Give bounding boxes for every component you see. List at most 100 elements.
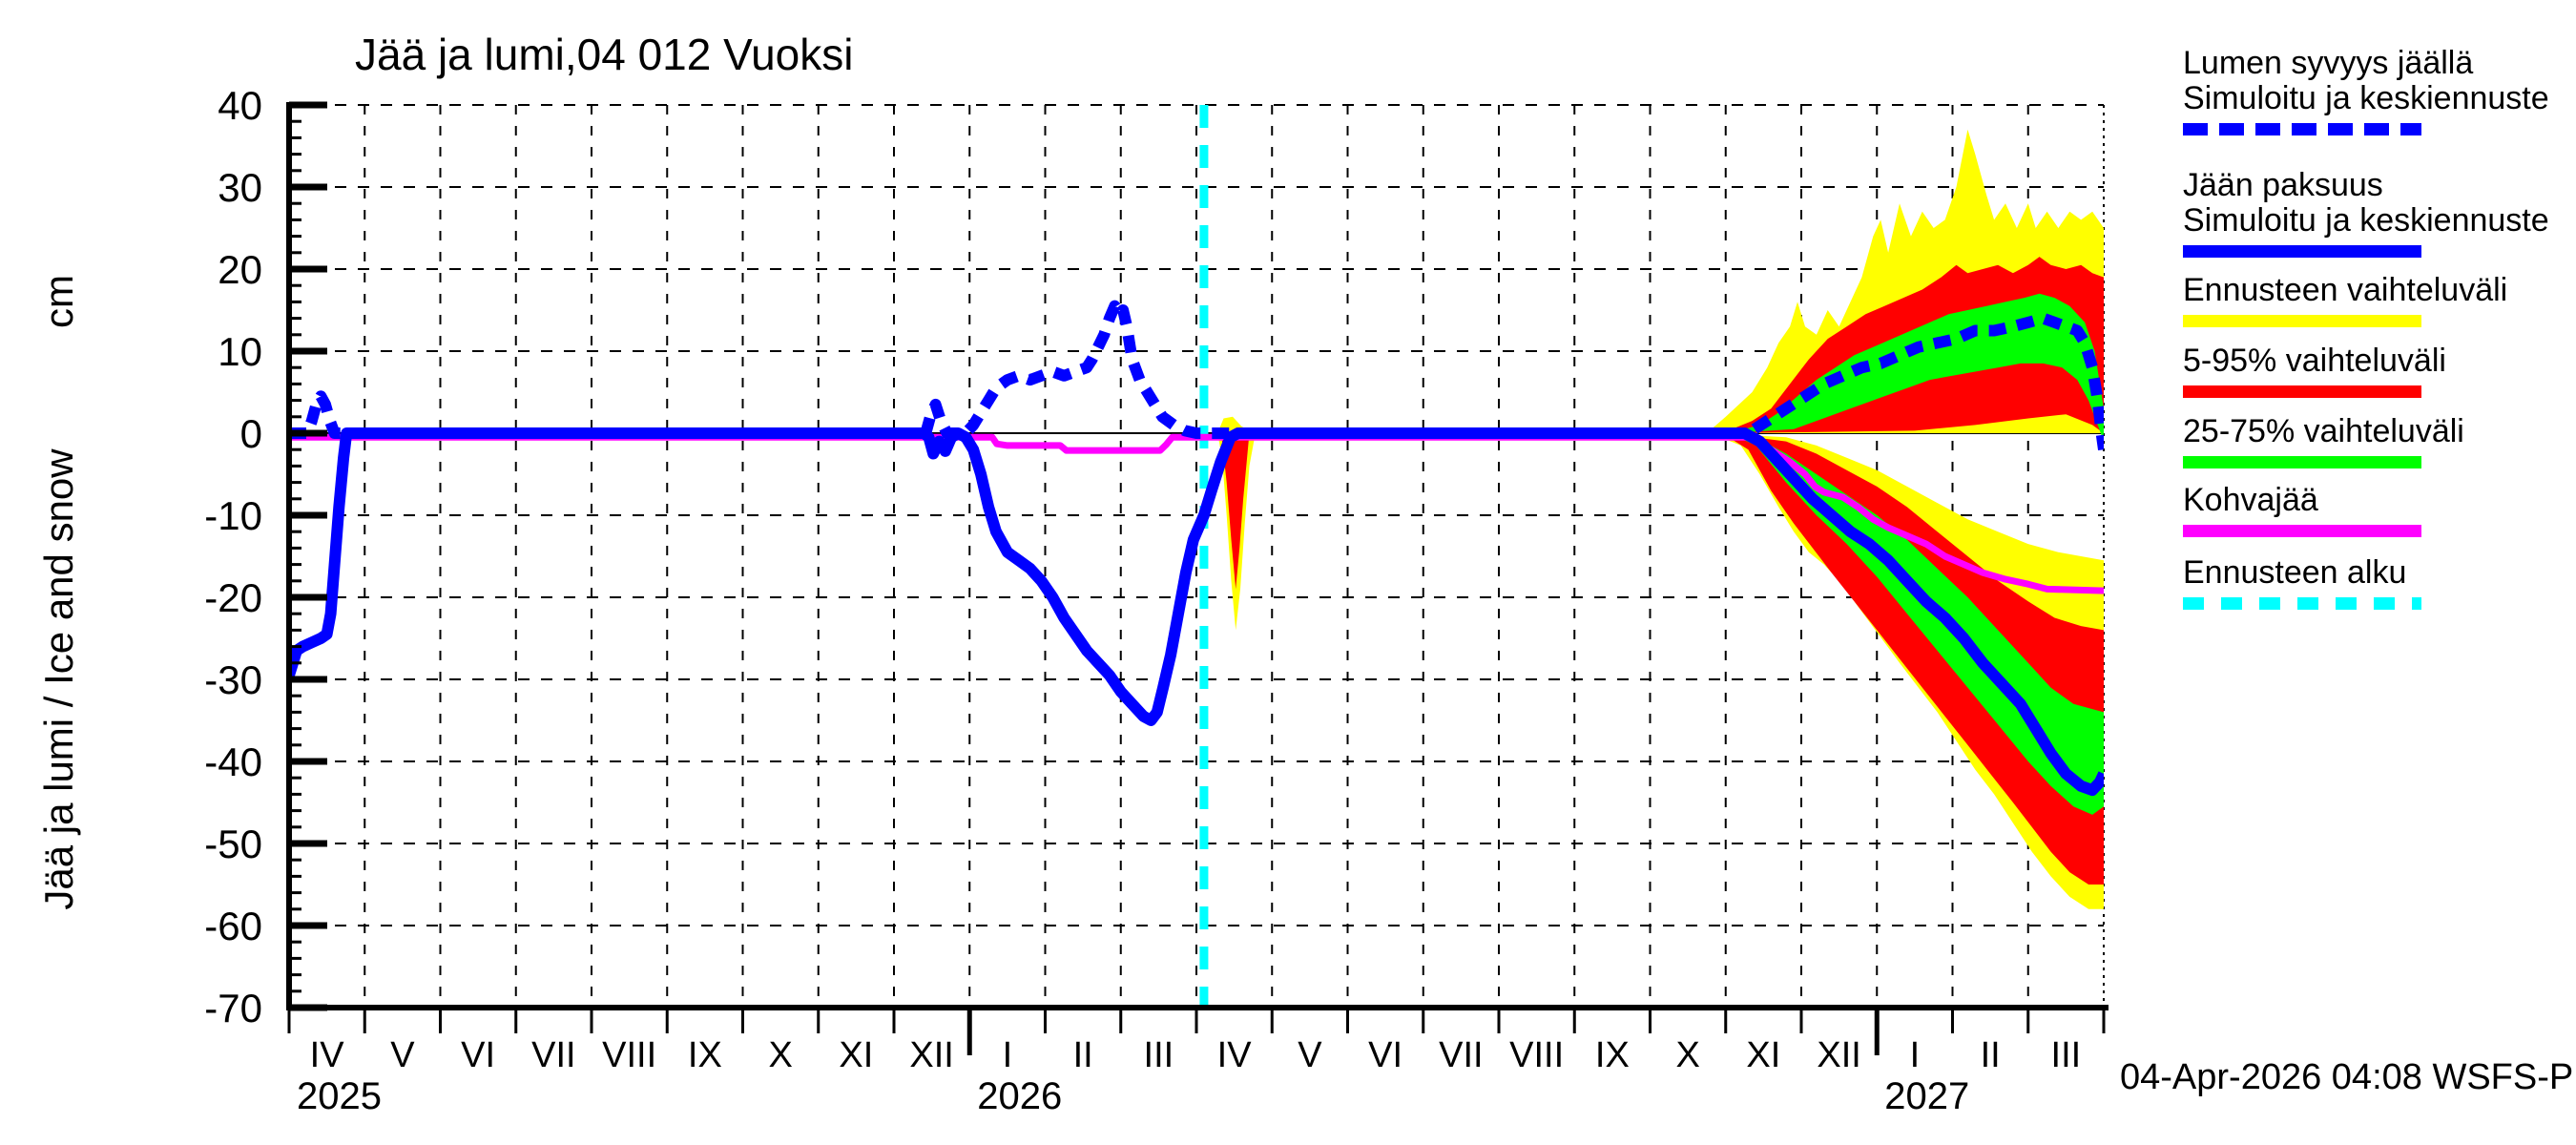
- legend-sample-cyan-dashed-line: [2183, 597, 2421, 610]
- legend-label: 25-75% vaihteluväli: [2183, 413, 2464, 449]
- x-month-label: VI: [461, 1035, 495, 1075]
- legend-label: Simuloitu ja keskiennuste: [2183, 80, 2549, 116]
- y-major-tick: [289, 676, 327, 683]
- x-month-tick: [1799, 1008, 1803, 1033]
- y-tick-label: -40: [204, 739, 262, 784]
- x-month-label: V: [1298, 1035, 1322, 1075]
- x-month-tick: [514, 1008, 518, 1033]
- y-tick-label: 0: [240, 411, 262, 456]
- x-month-tick: [1572, 1008, 1576, 1033]
- x-month-tick: [1195, 1008, 1198, 1033]
- x-month-label: X: [1675, 1035, 1699, 1075]
- x-month-tick: [1119, 1008, 1123, 1033]
- x-month-label: VII: [531, 1035, 575, 1075]
- x-month-tick: [1724, 1008, 1728, 1033]
- snow-depth-line: [289, 300, 2104, 451]
- x-month-label: VIII: [1509, 1035, 1564, 1075]
- y-major-tick: [289, 265, 327, 273]
- x-month-tick: [1270, 1008, 1274, 1033]
- y-major-tick: [289, 922, 327, 929]
- y-tick-label: -20: [204, 575, 262, 620]
- x-month-label: XII: [1817, 1035, 1860, 1075]
- y-major-tick: [289, 511, 327, 519]
- y-tick-label: -50: [204, 822, 262, 866]
- y-tick-label: 20: [218, 247, 262, 292]
- kohvajaa-line: [289, 433, 2104, 594]
- legend-label: 5-95% vaihteluväli: [2183, 343, 2446, 379]
- x-month-tick: [590, 1008, 593, 1033]
- x-month-tick: [2102, 1008, 2106, 1033]
- x-month-tick: [892, 1008, 896, 1033]
- y-tick-label: -10: [204, 493, 262, 538]
- legend-item-kohvajaa: Kohvajää: [2183, 483, 2574, 537]
- y-tick-label: 30: [218, 165, 262, 210]
- legend-label: Kohvajää: [2183, 482, 2318, 518]
- x-month-label: III: [2051, 1035, 2082, 1075]
- x-month-tick: [1497, 1008, 1501, 1033]
- x-year-label: 2026: [977, 1075, 1062, 1117]
- ice-range-red: [1721, 433, 2104, 885]
- y-major-tick: [289, 101, 327, 109]
- x-month-label: X: [768, 1035, 792, 1075]
- x-year-tick: [966, 1008, 972, 1055]
- legend-sample-blue-solid-line: [2183, 245, 2421, 258]
- x-month-tick: [1951, 1008, 1954, 1033]
- x-year-tick: [1874, 1008, 1880, 1055]
- y-major-tick: [289, 758, 327, 765]
- legend-label: Ennusteen vaihteluväli: [2183, 272, 2508, 308]
- ice-thickness-line: [289, 427, 2104, 797]
- x-month-label: I: [1910, 1035, 1921, 1075]
- x-month-tick: [439, 1008, 442, 1033]
- legend-label: Jään paksuus: [2183, 167, 2383, 203]
- x-month-label: II: [1981, 1035, 2001, 1075]
- x-year-label: 2025: [297, 1075, 382, 1117]
- x-month-tick: [1422, 1008, 1425, 1033]
- x-month-label: IV: [1217, 1035, 1253, 1075]
- x-month-label: VIII: [602, 1035, 656, 1075]
- x-month-label: XI: [839, 1035, 873, 1075]
- x-year-label: 2027: [1884, 1075, 1969, 1117]
- x-month-label: III: [1144, 1035, 1174, 1075]
- x-month-tick: [1346, 1008, 1349, 1033]
- x-month-label: VII: [1439, 1035, 1483, 1075]
- x-month-tick: [665, 1008, 669, 1033]
- x-month-label: XI: [1746, 1035, 1780, 1075]
- x-month-label: VI: [1368, 1035, 1402, 1075]
- y-major-tick: [289, 1004, 327, 1011]
- melt-range-red: [1221, 433, 1250, 590]
- y-axis-line: [286, 102, 292, 1010]
- page-title: Jää ja lumi,04 012 Vuoksi: [355, 30, 854, 79]
- legend-sample-blue-dashed-line: [2183, 123, 2421, 135]
- y-tick-label: 40: [218, 83, 262, 128]
- legend-item-snow-depth: Lumen syvyys jäällä Simuloitu ja keskien…: [2183, 46, 2574, 135]
- x-month-label: I: [1003, 1035, 1013, 1075]
- legend-sample-magenta-line: [2183, 525, 2421, 537]
- legend-label: Lumen syvyys jäällä: [2183, 45, 2474, 81]
- x-month-tick: [2026, 1008, 2030, 1033]
- x-month-tick: [1649, 1008, 1652, 1033]
- y-tick-label: -30: [204, 657, 262, 702]
- uncertainty-bands: [1217, 129, 2104, 909]
- legend-label: Simuloitu ja keskiennuste: [2183, 202, 2549, 239]
- legend-item-5-95-range: 5-95% vaihteluväli: [2183, 344, 2574, 398]
- y-tick-label: -70: [204, 986, 262, 1030]
- snow-range-green: [1729, 293, 2104, 442]
- x-month-tick: [1044, 1008, 1047, 1033]
- x-month-tick: [741, 1008, 744, 1033]
- x-month-label: XII: [909, 1035, 953, 1075]
- y-tick-label: 10: [218, 329, 262, 374]
- x-month-tick: [363, 1008, 366, 1033]
- legend-item-25-75-range: 25-75% vaihteluväli: [2183, 414, 2574, 468]
- x-month-tick: [817, 1008, 821, 1033]
- x-month-label: II: [1073, 1035, 1093, 1075]
- ice-range-green: [1729, 433, 2104, 815]
- legend-sample-yellow-line: [2183, 315, 2421, 327]
- y-tick-label: -60: [204, 904, 262, 948]
- legend-item-forecast-range: Ennusteen vaihteluväli: [2183, 273, 2574, 327]
- legend-label: Ennusteen alku: [2183, 554, 2407, 591]
- y-major-tick: [289, 429, 327, 437]
- x-month-label: IX: [1595, 1035, 1630, 1075]
- x-month-label: V: [390, 1035, 415, 1075]
- x-month-label: IV: [310, 1035, 345, 1075]
